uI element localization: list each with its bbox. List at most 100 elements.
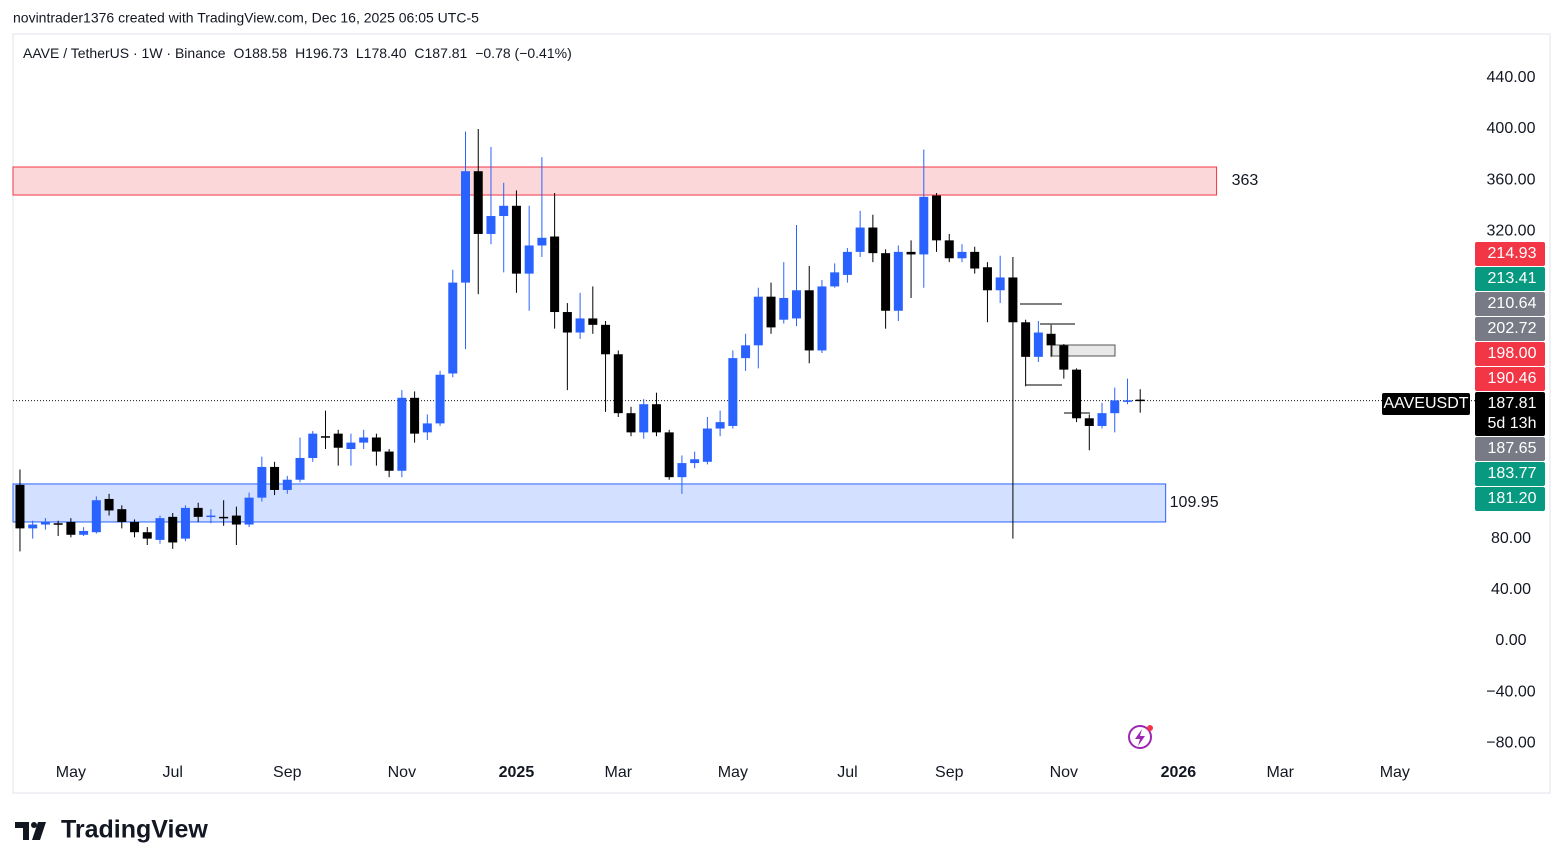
logo-icon bbox=[15, 822, 46, 840]
candle-body bbox=[448, 282, 458, 374]
x-tick-label: May bbox=[718, 764, 748, 781]
icon-dot bbox=[1147, 725, 1153, 731]
candle-body bbox=[244, 497, 254, 525]
candle-body bbox=[957, 251, 967, 259]
x-tick-label: Jul bbox=[162, 764, 182, 781]
candle-body bbox=[982, 267, 992, 291]
y-tick-label: −80.00 bbox=[1486, 735, 1535, 752]
candle-body bbox=[1059, 345, 1069, 370]
candle-body bbox=[817, 286, 827, 351]
price-badge bbox=[1475, 267, 1545, 291]
x-tick-label: Nov bbox=[388, 764, 416, 781]
ohlc-close: C187.81 bbox=[414, 45, 467, 61]
candle-body bbox=[486, 216, 496, 234]
price-badge-text: 202.72 bbox=[1488, 320, 1537, 337]
symbol-line: AAVE / TetherUS · 1W · Binance O188.58 H… bbox=[23, 45, 572, 61]
zone-label: 363 bbox=[1232, 172, 1259, 189]
x-tick-label: Jul bbox=[837, 764, 857, 781]
symbol-badge bbox=[1382, 393, 1470, 415]
credit: novintrader1376 created with TradingView… bbox=[13, 10, 479, 26]
candle-body bbox=[639, 404, 649, 433]
candle-body bbox=[753, 296, 763, 346]
candle-body bbox=[384, 451, 394, 471]
candle-body bbox=[410, 397, 420, 434]
candle-body bbox=[155, 518, 165, 540]
alert-icon bbox=[1128, 725, 1153, 749]
candle-body bbox=[499, 205, 509, 217]
candle-body bbox=[626, 413, 636, 433]
candle-body bbox=[1110, 400, 1120, 414]
price-badge-text: 183.77 bbox=[1488, 465, 1537, 482]
candle-body bbox=[766, 296, 776, 328]
candle-body bbox=[117, 509, 127, 522]
candle-body bbox=[651, 404, 661, 433]
candle-body bbox=[550, 236, 560, 313]
symbol-badge-text: AAVEUSDT bbox=[1383, 395, 1468, 412]
price-badge-text: 214.93 bbox=[1488, 245, 1537, 262]
price-badge bbox=[1475, 317, 1545, 341]
candle-body bbox=[575, 318, 585, 333]
logo-dot bbox=[31, 822, 37, 828]
price-badge bbox=[1475, 242, 1545, 266]
candle-body bbox=[40, 521, 50, 525]
candle-body bbox=[1046, 333, 1056, 346]
candle-body bbox=[906, 251, 916, 255]
candle-body bbox=[1135, 399, 1145, 402]
x-tick-label: Mar bbox=[1266, 764, 1294, 781]
candle-body bbox=[320, 436, 330, 438]
candle-body bbox=[830, 272, 840, 287]
candle-body bbox=[677, 463, 687, 478]
candle-body bbox=[511, 205, 521, 274]
candle-body bbox=[1021, 322, 1031, 357]
candle-body bbox=[613, 354, 623, 414]
candle-body bbox=[15, 484, 25, 529]
price-badge bbox=[1475, 437, 1545, 461]
candle-body bbox=[855, 227, 865, 252]
candle-body bbox=[779, 297, 789, 320]
ohlc-high: H196.73 bbox=[295, 45, 348, 61]
candle-body bbox=[308, 433, 318, 458]
x-tick-label: Sep bbox=[273, 764, 302, 781]
candle-body bbox=[193, 507, 203, 517]
candle-body bbox=[664, 432, 674, 478]
icon-bolt bbox=[1135, 729, 1145, 746]
candle-body bbox=[702, 428, 712, 462]
brand: TradingView bbox=[61, 816, 208, 844]
candle-body bbox=[741, 345, 751, 359]
candle-body bbox=[588, 318, 598, 325]
price-badge-text: 187.81 bbox=[1488, 395, 1537, 412]
candle-body bbox=[104, 498, 114, 511]
candle-body bbox=[919, 196, 929, 255]
drawing-box bbox=[1051, 344, 1116, 357]
candle-body bbox=[168, 516, 178, 543]
price-badge bbox=[1475, 367, 1545, 391]
candle-body bbox=[219, 516, 229, 519]
candle-body bbox=[435, 374, 445, 424]
candle-body bbox=[66, 521, 76, 535]
candle-body bbox=[295, 457, 305, 480]
ohlc-low: L178.40 bbox=[356, 45, 407, 61]
candle-body bbox=[130, 521, 140, 533]
candle-body bbox=[1122, 400, 1132, 402]
candle-body bbox=[1033, 332, 1043, 357]
x-tick-label: 2025 bbox=[499, 764, 535, 781]
icon-ring bbox=[1128, 725, 1152, 749]
y-tick-label: 0.00 bbox=[1495, 632, 1526, 649]
candle-body bbox=[881, 253, 891, 311]
candle-body bbox=[473, 171, 483, 234]
price-badge bbox=[1475, 487, 1545, 511]
price-badge bbox=[1475, 392, 1545, 436]
candle-body bbox=[1084, 418, 1094, 426]
candle-body bbox=[601, 324, 611, 355]
zone bbox=[12, 166, 1218, 196]
candle-body bbox=[422, 423, 432, 433]
candle-body bbox=[180, 507, 190, 539]
price-badge bbox=[1475, 292, 1545, 316]
logo: TradingView bbox=[15, 816, 208, 844]
candle-body bbox=[690, 459, 700, 464]
price-badge-text: 213.41 bbox=[1488, 270, 1537, 287]
candle-body bbox=[257, 466, 267, 498]
candle-body bbox=[995, 277, 1005, 291]
